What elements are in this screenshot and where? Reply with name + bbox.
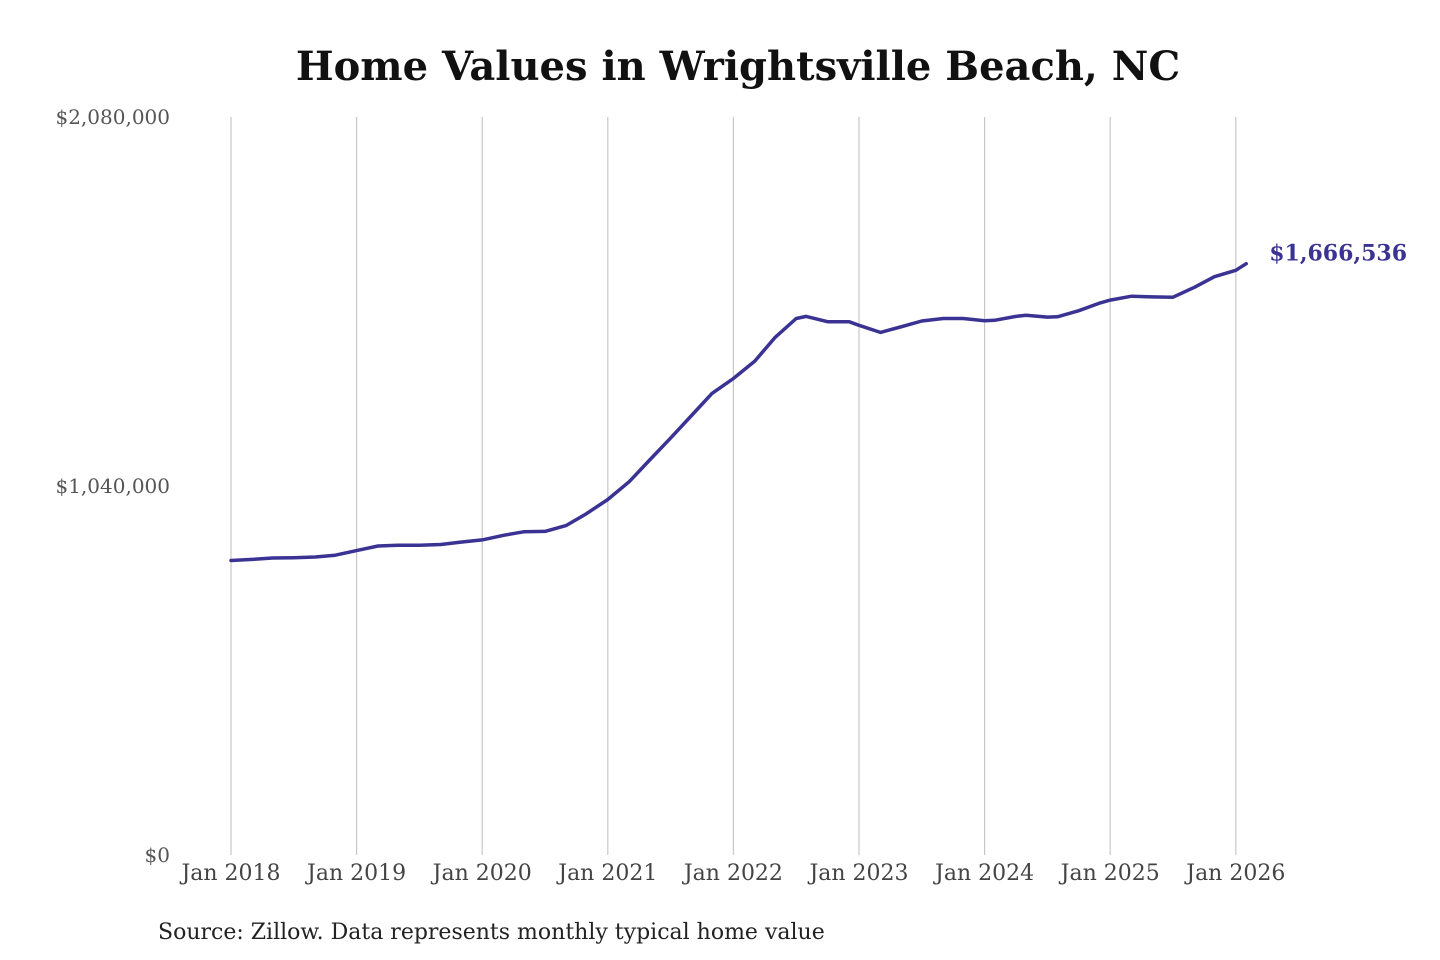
x-tick-label: Jan 2019 xyxy=(305,861,406,886)
x-axis-ticks: Jan 2018 Jan 2019 Jan 2020 Jan 2021 Jan 2022… xyxy=(179,861,1285,886)
gridlines xyxy=(230,117,1237,855)
x-tick-label: Jan 2021 xyxy=(556,861,657,886)
y-axis-ticks: $0 $1,040,000 $2,080,000 xyxy=(55,105,170,867)
x-tick-label: Jan 2024 xyxy=(933,861,1034,886)
y-tick-label: $1,040,000 xyxy=(55,474,170,498)
x-tick-label: Jan 2025 xyxy=(1059,861,1160,886)
chart-title: Home Values in Wrightsville Beach, NC xyxy=(296,43,1180,90)
series-layer: $1,666,536 xyxy=(229,241,1407,563)
x-tick-label: Jan 2022 xyxy=(682,861,783,886)
series-line-0 xyxy=(229,261,1248,563)
x-tick-label: Jan 2026 xyxy=(1184,861,1285,886)
x-tick-label: Jan 2023 xyxy=(807,861,908,886)
end-value-label: $1,666,536 xyxy=(1269,241,1407,267)
source-note: Source: Zillow. Data represents monthly … xyxy=(158,920,825,945)
x-tick-label: Jan 2018 xyxy=(179,861,280,886)
x-tick-label: Jan 2020 xyxy=(431,861,532,886)
y-tick-label: $2,080,000 xyxy=(55,105,170,129)
y-tick-label: $0 xyxy=(145,843,170,867)
